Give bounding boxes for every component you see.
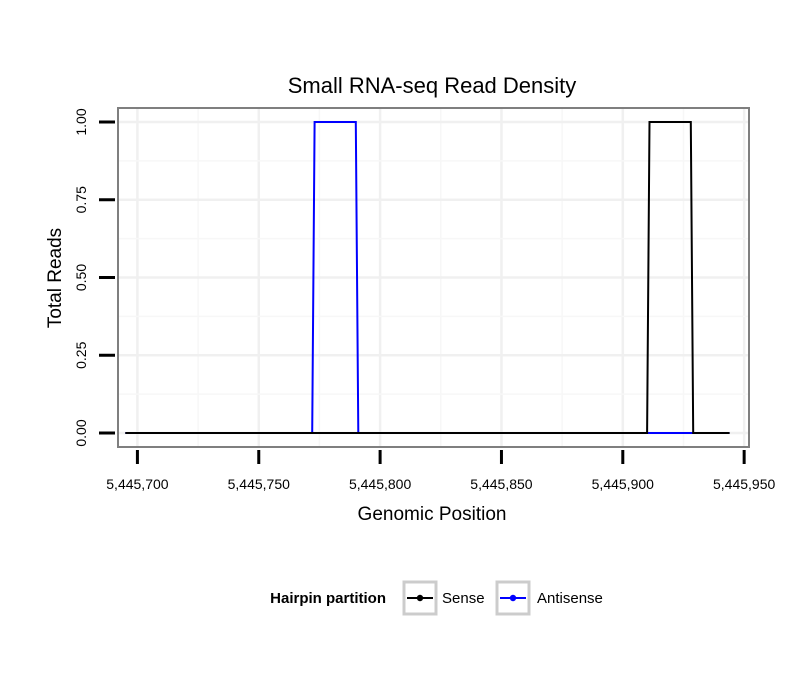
- y-tick-label: 0.25: [73, 341, 89, 368]
- legend-label-sense: Sense: [442, 590, 485, 607]
- y-tick-label: 0.75: [73, 186, 89, 213]
- x-tick-label: 5,445,850: [470, 476, 532, 492]
- y-tick-label: 0.50: [73, 264, 89, 291]
- plot-panel-border: [117, 107, 750, 448]
- x-tick-label: 5,445,700: [106, 476, 168, 492]
- grid: [118, 108, 749, 447]
- x-tick-label: 5,445,950: [713, 476, 775, 492]
- legend-label-antisense: Antisense: [537, 590, 603, 607]
- x-tick-label: 5,445,900: [592, 476, 654, 492]
- legend-key-point-sense: [416, 594, 424, 602]
- legend: Hairpin partition Sense Antisense: [270, 580, 603, 616]
- axes: 5,445,700 5,445,750 5,445,800 5,445,850 5,44…: [73, 108, 775, 492]
- chart-title: Small RNA-seq Read Density: [288, 73, 577, 98]
- y-tick-label: 1.00: [73, 108, 89, 135]
- x-tick-label: 5,445,800: [349, 476, 411, 492]
- legend-title: Hairpin partition: [270, 590, 386, 607]
- legend-key-point-antisense: [509, 594, 517, 602]
- y-axis-title: Total Reads: [45, 228, 66, 328]
- x-axis-title: Genomic Position: [358, 504, 507, 525]
- series-lines: [125, 121, 730, 434]
- y-tick-label: 0.00: [73, 419, 89, 446]
- x-tick-label: 5,445,750: [228, 476, 290, 492]
- series-line-sense: [125, 121, 730, 434]
